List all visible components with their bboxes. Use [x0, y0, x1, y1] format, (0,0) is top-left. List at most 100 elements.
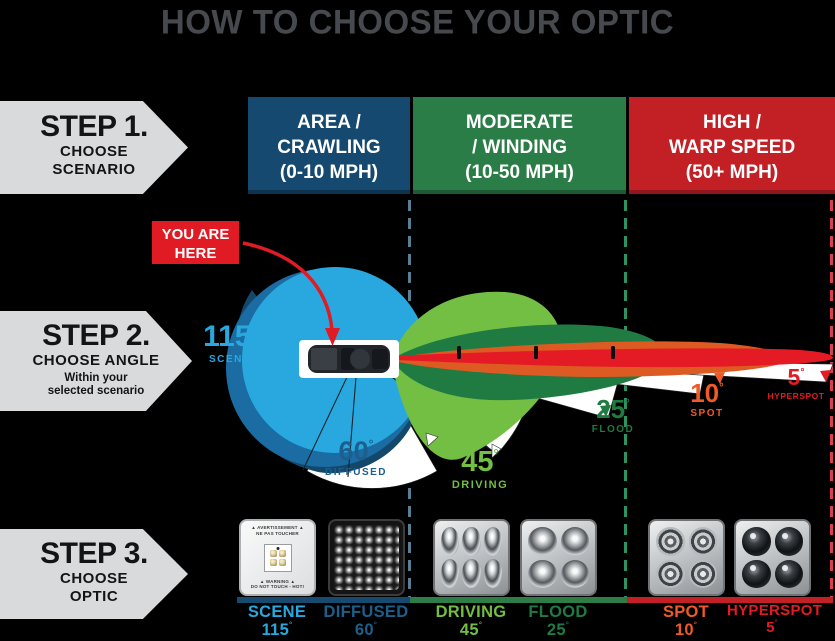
reflector-cell [774, 559, 803, 588]
scenario-1-line1: AREA / [297, 112, 361, 133]
optic-spot-name: SPOT [662, 603, 710, 621]
scenario-1-line2: CRAWLING [277, 137, 381, 159]
angle-label-diffused-60: 60° DIFFUSED [312, 436, 400, 479]
scenario-1-line3: (0-10 MPH) [279, 162, 379, 184]
angle-pointer-arrows [253, 368, 831, 459]
degree-symbol: ° [800, 366, 805, 378]
optic-label-diffused: DIFFUSED 60° [321, 603, 411, 639]
scenario-band-high-warp: HIGH / WARP SPEED (50+ MPH) [629, 97, 835, 194]
angle-45-name: DRIVING [451, 479, 509, 491]
led [269, 558, 277, 566]
scene-led-array [263, 543, 292, 572]
degree-symbol: ° [251, 320, 257, 336]
driving-optic-image [433, 519, 510, 596]
angle-label-spot-10: 10° SPOT [670, 380, 744, 419]
reflector-cell [462, 527, 481, 556]
angle-5-value: 5 [787, 364, 801, 390]
angle-115-name: SCENE [209, 354, 251, 365]
angle-10-value: 10 [690, 378, 720, 408]
step-2-note1: Within your [64, 371, 128, 384]
you-are-here-line1: YOU ARE [161, 226, 230, 243]
reflector-cell [483, 559, 502, 588]
scenario-3-line3: (50+ MPH) [685, 162, 779, 184]
scene-warning-bottom-1: ▲ WARNING ▲ [259, 578, 296, 584]
scene-optic-image: ▲ AVERTISSEMENT ▲ NE PAS TOUCHER ▲ WARNI… [239, 519, 316, 596]
reflector-cell [656, 559, 685, 588]
reflector-cell [742, 527, 771, 556]
page-title: HOW TO CHOOSE YOUR OPTIC [160, 2, 675, 41]
optic-label-driving: DRIVING 45° [426, 603, 516, 639]
optic-diffused-name: DIFFUSED [323, 603, 409, 621]
step-1-line1: CHOOSE [59, 142, 128, 160]
degree-symbol: ° [774, 619, 778, 627]
optic-driving-name: DRIVING [435, 603, 507, 621]
flood-optic-image [520, 519, 597, 596]
step-1-arrow: STEP 1. CHOOSE SCENARIO [0, 101, 188, 194]
angle-label-flood-25: 25° FLOOD [576, 396, 650, 435]
scene-warning-top-1: ▲ AVERTISSEMENT ▲ [251, 525, 304, 530]
you-are-here-line2: HERE [174, 244, 217, 262]
step-2-title: STEP 2. [42, 319, 150, 352]
degree-symbol: ° [368, 437, 374, 452]
reflector-cell [774, 527, 803, 556]
reflector-cell [441, 527, 460, 556]
scenario-band-area-crawling: AREA / CRAWLING (0-10 MPH) [248, 97, 410, 194]
optic-scene-degrees: 115 [261, 621, 290, 640]
reflector-cell [528, 527, 557, 556]
step-3-line1: CHOOSE [59, 569, 128, 587]
reflector-cell [742, 559, 771, 588]
reflector-cell [560, 559, 589, 588]
scene-warning-bottom-2: DO NOT TOUCH - HOT! [250, 584, 305, 590]
diffused-optic-image [328, 519, 405, 596]
led [269, 549, 277, 557]
diffused-lens-cells [334, 525, 399, 590]
reflector-cell [441, 559, 460, 588]
optic-label-scene: SCENE 115° [232, 603, 322, 639]
angle-label-scene-115: 115° SCENE [188, 320, 272, 366]
degree-symbol: ° [493, 446, 499, 462]
led [278, 549, 286, 557]
reflector-cell [560, 527, 589, 556]
step-1-line2: SCENARIO [52, 160, 136, 178]
angle-60-value: 60 [338, 436, 369, 466]
led [278, 558, 286, 566]
reflector-cell [528, 559, 557, 588]
degree-symbol: ° [625, 396, 630, 410]
angle-25-name: FLOOD [591, 424, 635, 435]
hyperspot-optic-image [734, 519, 811, 596]
scenario-2-line3: (10-50 MPH) [465, 162, 574, 184]
angle-5-name: HYPERSPOT [767, 391, 825, 401]
reflector-cell [656, 527, 685, 556]
scenario-2-line1: MODERATE [465, 112, 574, 133]
divider-dashed-line-right-edge [830, 200, 833, 597]
angle-label-driving-45: 45° DRIVING [438, 446, 522, 491]
step-1-title: STEP 1. [40, 110, 148, 143]
angle-45-value: 45 [461, 446, 494, 478]
degree-symbol: ° [719, 380, 724, 394]
angle-60-name: DIFFUSED [325, 467, 387, 478]
angle-10-name: SPOT [690, 408, 724, 419]
you-are-here-badge: YOU ARE HERE [152, 221, 239, 264]
high-warp-bar [627, 597, 833, 603]
reflector-cell [688, 559, 717, 588]
step-2-arrow: STEP 2. CHOOSE ANGLE Within your selecte… [0, 311, 192, 411]
degree-symbol: ° [478, 620, 483, 630]
divider-dashed-line-green-red [624, 200, 627, 597]
optic-hyperspot-name: HYPERSPOT [727, 602, 823, 619]
angle-115-value: 115 [203, 320, 252, 353]
optic-hyperspot-degrees: 5 [766, 618, 775, 636]
scenario-3-line2: WARP SPEED [668, 137, 796, 159]
degree-symbol: ° [373, 620, 378, 630]
scenario-2-line2: / WINDING [472, 137, 567, 159]
step-2-line1: CHOOSE ANGLE [32, 351, 160, 369]
angle-label-hyperspot-5: 5° HYPERSPOT [756, 364, 835, 402]
step-2-note2: selected scenario [47, 384, 145, 397]
reflector-cell [688, 527, 717, 556]
reflector-cell [462, 559, 481, 588]
optic-label-spot: SPOT 10° [641, 603, 731, 639]
scenario-band-moderate-winding: MODERATE / WINDING (10-50 MPH) [413, 97, 626, 194]
step-3-arrow: STEP 3. CHOOSE OPTIC [0, 529, 188, 619]
optic-flood-degrees: 25 [546, 621, 566, 640]
degree-symbol: ° [565, 620, 570, 630]
